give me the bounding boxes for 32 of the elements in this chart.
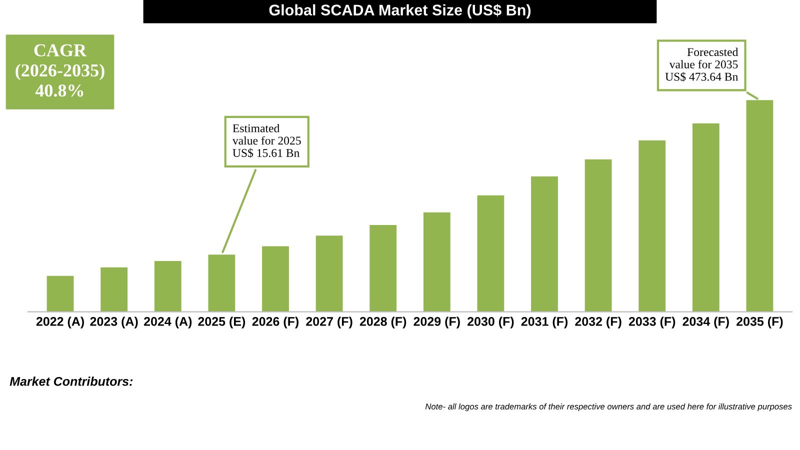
x-tick-label: 2025 (E) — [198, 316, 246, 328]
text: Market Contributors: — [10, 376, 133, 386]
text: Note- all logos are trademarks of their respective owners and are used here for illustrative purposes — [425, 403, 792, 412]
text: CAGR (2026-2035) 40.8% — [16, 44, 104, 97]
x-tick-label: 2030 (F) — [468, 316, 514, 328]
bar — [477, 195, 504, 312]
x-tick-label: 2029 (F) — [414, 316, 460, 328]
annotation: Estimated value for 2025 US$ 15.61 Bn — [232, 124, 301, 158]
x-tick-label: 2033 (F) — [628, 316, 676, 328]
x-tick-label: 2028 (F) — [360, 316, 406, 328]
x-tick-label: 2027 (F) — [306, 316, 352, 328]
annotation: Forecasted value for 2035 US$ 473.64 Bn — [665, 48, 738, 82]
bar — [423, 212, 450, 312]
bar — [154, 261, 182, 312]
chart-title: Global SCADA Market Size (US$ Bn) — [269, 4, 531, 19]
x-tick-label: 2035 (F) — [736, 316, 783, 328]
bar — [316, 236, 343, 312]
x-tick-label: 2023 (A) — [90, 316, 138, 328]
bar — [584, 159, 612, 312]
x-tick-label: 2024 (A) — [144, 316, 192, 328]
x-tick-label: 2032 (F) — [575, 316, 622, 328]
bar — [638, 140, 666, 312]
bar — [692, 123, 720, 312]
bar — [370, 225, 397, 312]
x-tick-label: 2026 (F) — [252, 316, 298, 328]
x-tick-label: 2022 (A) — [36, 316, 84, 328]
x-tick-label: 2031 (F) — [521, 316, 568, 328]
bar — [531, 176, 558, 312]
bar — [46, 276, 74, 312]
bar — [262, 246, 289, 312]
x-tick-label: 2034 (F) — [682, 316, 729, 328]
bar — [100, 267, 128, 312]
